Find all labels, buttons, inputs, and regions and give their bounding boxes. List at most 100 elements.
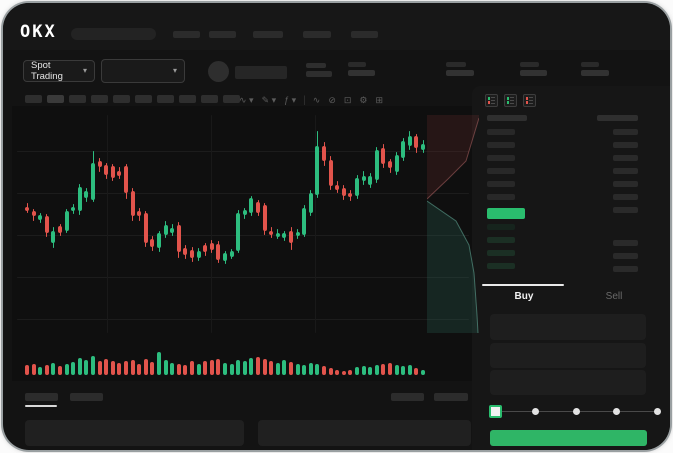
timeframe-button-1[interactable] [25,95,42,103]
bid-price-placeholder[interactable] [487,263,515,269]
last-price-bar[interactable] [487,208,525,219]
timeframe-button-4[interactable] [91,95,108,103]
volume-bar [104,358,109,375]
timeframe-button-5[interactable] [113,95,130,103]
timeframe-button-2[interactable] [47,95,64,103]
bottom-tab-2[interactable] [70,393,103,401]
candle-body [124,166,128,194]
order-input-3[interactable] [490,370,646,395]
candle-body [104,165,109,175]
search-input[interactable] [71,28,156,40]
orders-table-placeholder-1 [25,420,244,446]
ask-price-placeholder[interactable] [487,194,515,200]
candle-body [71,206,76,211]
market-type-dropdown[interactable]: Spot Trading ▾ [23,60,95,82]
orderbook-layout-buy-icon[interactable] [504,94,517,107]
nav-item-2[interactable] [209,31,236,38]
eraser-icon[interactable]: ⊘ [328,95,336,105]
nav-item-3[interactable] [253,31,283,38]
gridline-horizontal [17,277,469,278]
ask-price-placeholder[interactable] [487,181,515,187]
fullscreen-icon[interactable]: ⊞ [375,95,384,105]
timeframe-button-9[interactable] [201,95,218,103]
buy-button[interactable] [490,430,647,446]
bottom-action-2[interactable] [434,393,468,401]
nav-item-5[interactable] [351,31,378,38]
timeframe-button-7[interactable] [157,95,174,103]
volume-bar [64,363,69,375]
gridline-horizontal [17,151,469,152]
candle-body [242,209,247,216]
candle-body [282,232,287,239]
stat-value-placeholder-3 [520,70,547,76]
timeframe-button-6[interactable] [135,95,152,103]
ask-amount-placeholder [613,181,638,187]
bottom-tab-1[interactable] [25,393,58,401]
volume-bar [190,361,194,375]
candle-body [308,193,313,214]
volume-bar [348,369,353,375]
candle-style-icon[interactable]: ✎ ▾ [261,95,277,105]
stat-label-placeholder-1 [348,62,366,67]
ask-price-placeholder[interactable] [487,129,515,135]
nav-item-4[interactable] [303,31,331,38]
candle-body [328,159,333,186]
settings-icon[interactable]: ⚙ [359,95,368,105]
orderbook-layout-both-icon[interactable] [485,94,498,107]
gridline-vertical [315,115,316,333]
orderbook-layout-sell-icon[interactable] [523,94,536,107]
candle-body [209,242,214,251]
slider-stop[interactable] [572,407,580,415]
volume-bar [91,356,95,375]
volume-bar [355,367,359,375]
bid-price-placeholder[interactable] [487,237,515,243]
nav-item-1[interactable] [173,31,200,38]
volume-bar [302,364,307,375]
indicators-icon[interactable]: ∿ ▾ [239,95,254,105]
tab-buy[interactable]: Buy [514,291,534,302]
line-tool-icon[interactable]: ∿ [312,95,321,105]
timeframe-button-3[interactable] [69,95,86,103]
bottom-tab-active-underline [25,405,57,407]
camera-icon[interactable]: ⊡ [343,95,352,105]
fx-icon[interactable]: ƒ ▾ [284,95,297,105]
gridline-vertical [211,115,212,333]
volume-bar [31,364,36,375]
ask-price-placeholder[interactable] [487,168,515,174]
pair-selector-dropdown[interactable]: ▾ [101,59,185,83]
volume-bar [236,359,241,375]
candle-body [249,197,254,214]
header-bar [3,3,670,50]
slider-stop[interactable] [532,407,539,415]
order-input-1[interactable] [490,314,646,340]
candle-body [394,155,399,172]
toolbar-divider: | [303,94,306,106]
ask-price-placeholder[interactable] [487,155,515,161]
candle-body [407,135,412,146]
candle-body [77,186,82,211]
volume-bar [143,359,148,375]
volume-bar [421,369,425,375]
bid-price-placeholder[interactable] [487,224,515,230]
volume-bar [315,364,320,375]
slider-stop[interactable] [613,407,620,415]
volume-bar [361,366,366,375]
volume-bar [51,363,56,375]
bottom-action-1[interactable] [391,393,424,401]
timeframe-button-8[interactable] [179,95,196,103]
volume-bar [368,366,373,375]
gridline-horizontal [17,193,469,194]
tab-sell[interactable]: Sell [605,291,623,302]
timeframe-button-10[interactable] [223,95,240,103]
volume-bar [275,363,280,375]
slider-handle[interactable] [489,405,502,418]
gridline-horizontal [17,235,469,236]
order-input-2[interactable] [490,343,646,368]
depth-chart [427,115,479,333]
bid-price-placeholder[interactable] [487,250,515,256]
gridline-vertical [107,115,108,333]
volume-bar [117,363,122,375]
slider-stop[interactable] [653,407,661,415]
ask-price-placeholder[interactable] [487,142,515,148]
stat-label-placeholder-4 [581,62,599,67]
